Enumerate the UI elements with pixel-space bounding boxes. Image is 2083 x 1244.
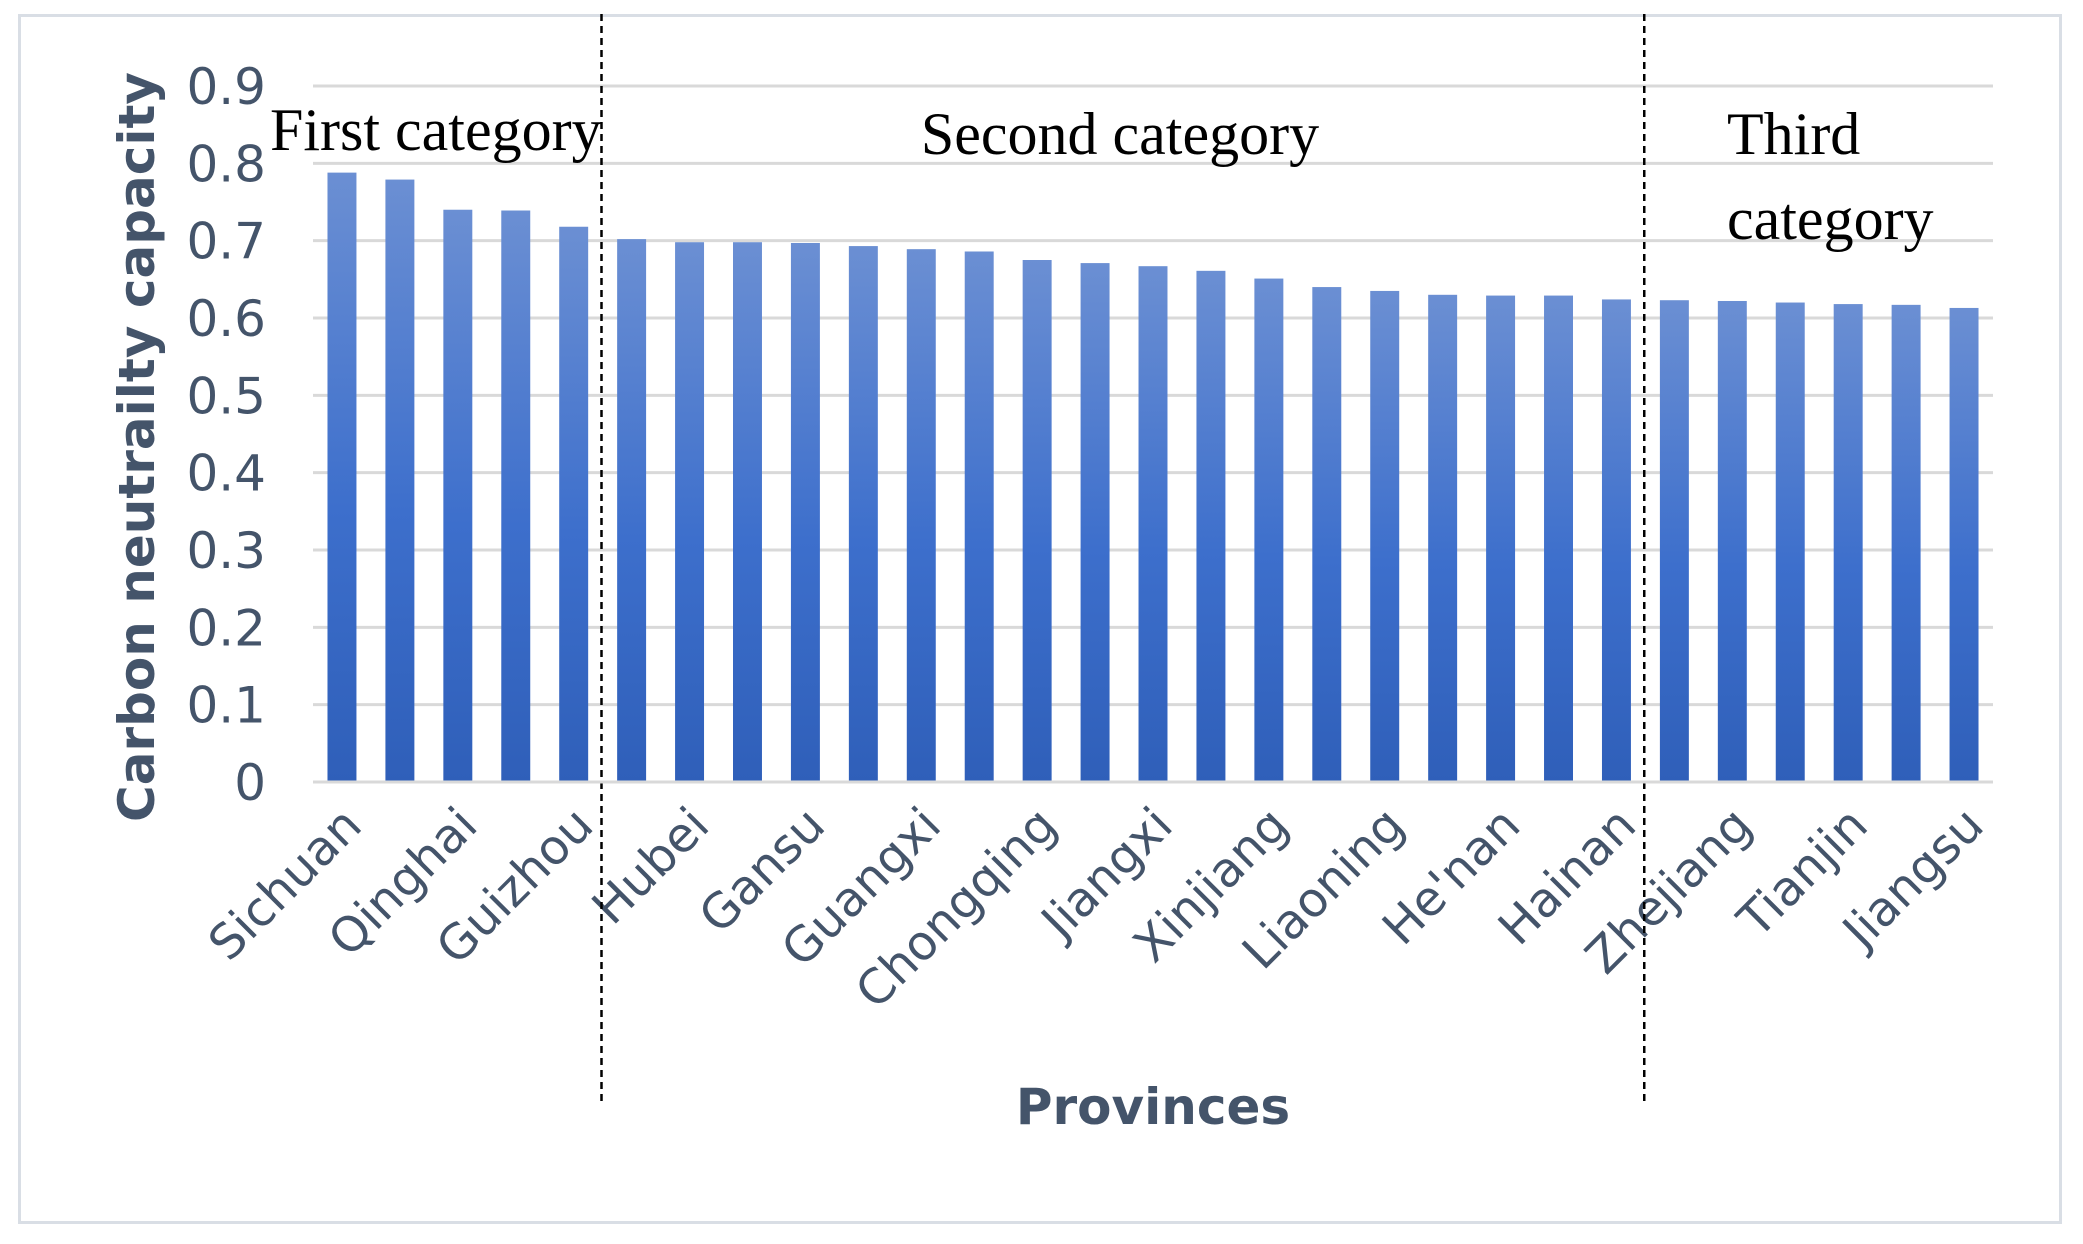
bar [1659, 300, 1689, 782]
bar [1022, 260, 1052, 782]
bar [1486, 295, 1516, 782]
y-tick-label: 0.1 [186, 677, 266, 735]
bar [1601, 299, 1631, 782]
bar [848, 246, 878, 782]
bar [1254, 278, 1284, 782]
bar [1312, 287, 1342, 782]
category-label: First category [270, 97, 602, 163]
x-axis-title: Provinces [1016, 1078, 1290, 1136]
bar [1717, 300, 1747, 782]
bar [790, 242, 820, 782]
bar [1544, 295, 1573, 782]
y-tick-label: 0.8 [186, 135, 266, 193]
category-dividers [600, 14, 1646, 1104]
bar [906, 249, 936, 782]
bar [675, 242, 705, 783]
bar [559, 226, 589, 782]
bar [1833, 304, 1863, 782]
category-label: Second category [921, 101, 1319, 167]
category-labels: First category Second category Third catego… [270, 97, 1934, 252]
bar [1428, 294, 1458, 782]
bar [1370, 290, 1400, 782]
bar [617, 239, 647, 782]
bar [385, 179, 415, 782]
category-label: Third category [1727, 101, 1934, 252]
bar [327, 172, 357, 782]
bar [733, 242, 762, 783]
y-tick-label: 0.4 [186, 445, 266, 503]
bar [1891, 304, 1921, 782]
x-axis-ticks: SichuanQinghaiGuizhouHubeiGansuGuangxiCh… [198, 797, 1995, 1020]
y-tick-label: 0 [234, 754, 266, 812]
bar [501, 210, 531, 783]
y-tick-label: 0.5 [186, 367, 266, 425]
y-tick-label: 0.2 [186, 599, 266, 657]
y-tick-label: 0.6 [186, 290, 266, 348]
bar [1196, 270, 1226, 782]
bar [1080, 263, 1110, 782]
bar [1775, 302, 1805, 782]
bars [327, 172, 1979, 783]
y-tick-label: 0.9 [186, 58, 266, 116]
bar [1949, 307, 1979, 782]
y-tick-label: 0.3 [186, 522, 266, 580]
y-axis-ticks: 0 0.1 0.2 0.3 0.4 0.5 0.6 0.7 0.8 0.9 [186, 58, 266, 812]
bar [443, 209, 473, 782]
bar [964, 251, 994, 782]
bar [1138, 266, 1168, 783]
y-tick-label: 0.7 [186, 213, 266, 271]
y-axis-title: Carbon neutrailty capacity [108, 72, 166, 822]
